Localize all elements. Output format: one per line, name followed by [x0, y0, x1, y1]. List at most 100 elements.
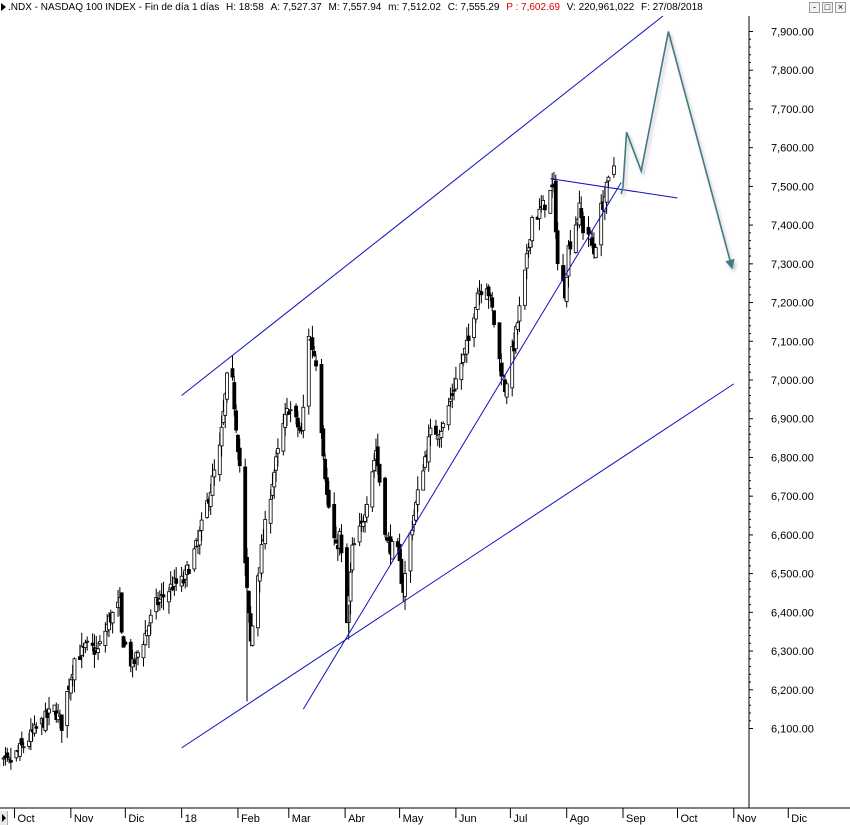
resistance-trendline	[550, 178, 678, 199]
maximize-button[interactable]: □	[822, 2, 833, 13]
candle-body	[403, 573, 407, 597]
y-tick-label: 6,800.00	[771, 452, 814, 464]
date-label: F: 27/08/2018	[640, 2, 703, 13]
chart-menu-arrow-icon[interactable]	[1, 3, 6, 11]
candle-body	[384, 537, 389, 541]
low-label: m: 7,512.02	[388, 2, 441, 13]
candle-body	[434, 425, 438, 435]
candle-body	[319, 364, 324, 434]
y-tick-label: 7,500.00	[771, 181, 814, 193]
candle-body	[581, 216, 585, 234]
candle-body	[7, 757, 11, 760]
trendlines	[181, 15, 735, 749]
candle-body	[246, 590, 251, 614]
candle-body	[5, 752, 10, 758]
candle-body	[8, 760, 13, 763]
y-tick-label: 6,400.00	[771, 607, 814, 619]
candle-body	[314, 360, 318, 367]
candle-body	[548, 190, 553, 214]
candle-body	[564, 276, 569, 302]
y-tick-label: 7,700.00	[771, 104, 814, 116]
y-tick-label: 6,900.00	[771, 414, 814, 426]
candle-body	[85, 640, 90, 643]
candle-body	[32, 724, 37, 734]
candle-body	[542, 204, 547, 211]
axes: 7,900.00 7,800.00 7,700.00 7,600.00 7,500.00…	[0, 16, 850, 825]
candle-body	[339, 534, 344, 554]
candle-body	[301, 406, 306, 431]
candle-body	[47, 708, 51, 714]
x-tick-label: Mar	[292, 813, 311, 825]
candle-body	[446, 405, 451, 426]
x-tick-label: Nov	[737, 813, 757, 825]
candle-body	[383, 477, 387, 535]
candles	[0, 157, 616, 770]
plot-background	[0, 16, 850, 825]
candle-body	[132, 659, 137, 665]
candle-body	[459, 363, 464, 381]
candle-body	[295, 417, 300, 428]
candle-body	[272, 471, 277, 488]
candle-body	[524, 253, 529, 269]
x-tick-label: Dic	[791, 813, 807, 825]
candle-body	[243, 466, 248, 564]
candle-body	[157, 598, 162, 603]
candle-body	[423, 456, 427, 468]
candle-body	[326, 489, 331, 508]
candle-body	[78, 656, 82, 660]
candle-body	[334, 539, 338, 544]
candle-body	[421, 470, 426, 491]
x-tick-label: Dic	[128, 813, 144, 825]
x-tick-label: May	[403, 813, 424, 825]
y-tick-label: 7,800.00	[771, 65, 814, 77]
candle-body	[19, 738, 24, 746]
candle-body	[321, 428, 326, 457]
y-tick-label: 6,300.00	[771, 646, 814, 658]
candle-body	[348, 571, 353, 602]
candle-body	[274, 456, 278, 471]
candle-body	[439, 431, 444, 438]
candle-body	[225, 372, 229, 400]
candle-body	[361, 521, 366, 527]
candle-body	[453, 378, 458, 390]
candle-body	[199, 519, 204, 531]
candle-body	[259, 544, 264, 574]
y-tick-label: 7,300.00	[771, 259, 814, 271]
candle-body	[357, 525, 362, 543]
candle-body	[410, 529, 415, 536]
candle-body	[450, 393, 455, 396]
candle-body	[21, 746, 26, 749]
candle-body	[275, 448, 280, 454]
x-tick-label: Sep	[626, 813, 646, 825]
candle-body	[59, 714, 64, 731]
close-button[interactable]: ×	[835, 2, 846, 13]
candle-body	[441, 423, 446, 428]
candle-body	[312, 351, 317, 356]
close-label: C: 7,555.29	[447, 2, 500, 13]
y-tick-label: 7,400.00	[771, 220, 814, 232]
minimize-button[interactable]: -	[809, 2, 820, 13]
candle-body	[510, 345, 515, 389]
volume-label: V: 220,961,022	[566, 2, 635, 13]
candle-body	[504, 383, 509, 398]
candle-body	[490, 297, 495, 308]
candle-body	[286, 411, 291, 415]
candle-body	[606, 176, 611, 182]
x-tick-label: Nov	[74, 813, 94, 825]
candle-body	[497, 322, 502, 360]
x-tick-label: Oct	[680, 813, 697, 825]
candle-body	[604, 181, 609, 203]
candle-body	[123, 641, 128, 645]
scroll-left-arrow-icon[interactable]	[0, 811, 8, 825]
y-tick-label: 7,600.00	[771, 143, 814, 155]
candle-body	[181, 579, 186, 584]
candle-body	[167, 591, 171, 603]
candle-body	[448, 398, 453, 402]
candle-body	[263, 519, 268, 545]
candle-body	[1, 757, 6, 760]
x-tick-label: 18	[185, 813, 197, 825]
candle-body	[526, 247, 531, 252]
candle-body	[472, 317, 476, 338]
x-tick-label: Jul	[513, 813, 527, 825]
